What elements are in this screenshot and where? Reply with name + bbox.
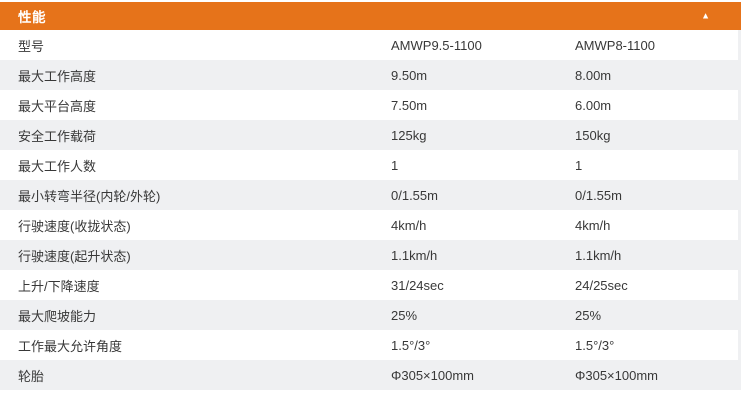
spec-label: 最大工作高度	[18, 68, 97, 84]
table-row: 上升/下降速度 31/24sec 24/25sec	[0, 270, 738, 300]
spec-value-model1: 125kg	[391, 127, 427, 143]
spec-value-model1: 4km/h	[391, 217, 427, 233]
table-row: 行驶速度(收拢状态) 4km/h 4km/h	[0, 210, 738, 240]
spec-value-model1: 31/24sec	[391, 277, 444, 293]
spec-value-model2: 24/25sec	[575, 277, 628, 293]
spec-value-model1: 7.50m	[391, 97, 428, 113]
spec-value-model1: 0/1.55m	[391, 187, 438, 203]
table-row: 最小转弯半径(内轮/外轮) 0/1.55m 0/1.55m	[0, 180, 738, 210]
section-title: 性能	[18, 10, 46, 25]
table-row: 最大工作人数 1 1	[0, 150, 738, 180]
spec-value-model1: AMWP9.5-1100	[391, 37, 482, 53]
spec-label: 工作最大允许角度	[18, 338, 123, 354]
spec-value-model2: 6.00m	[575, 97, 612, 113]
spec-label: 最大工作人数	[18, 158, 97, 174]
table-row: 最大爬坡能力 25% 25%	[0, 300, 738, 330]
spec-value-model2: 25%	[575, 307, 602, 323]
spec-label: 安全工作载荷	[18, 128, 97, 144]
spec-value-model1: 1.5°/3°	[391, 337, 431, 353]
spec-label: 行驶速度(起升状态)	[18, 248, 131, 264]
performance-spec-panel: 性能 ▲ 型号 AMWP9.5-1100 AMWP8-1100 最大工作高度 9…	[0, 2, 741, 390]
spec-label: 型号	[18, 38, 45, 54]
spec-value-model2: 1	[575, 157, 583, 173]
table-row: 工作最大允许角度 1.5°/3° 1.5°/3°	[0, 330, 738, 360]
collapse-arrow-icon[interactable]: ▲	[701, 10, 710, 21]
spec-value-model2: 150kg	[575, 127, 611, 143]
table-row: 轮胎 Φ305×100mm Φ305×100mm	[0, 360, 738, 390]
table-row: 行驶速度(起升状态) 1.1km/h 1.1km/h	[0, 240, 738, 270]
spec-table: 型号 AMWP9.5-1100 AMWP8-1100 最大工作高度 9.50m …	[0, 30, 741, 390]
spec-value-model1: 1.1km/h	[391, 247, 438, 263]
spec-label: 最大爬坡能力	[18, 308, 97, 324]
performance-section-header[interactable]: 性能 ▲	[0, 2, 741, 30]
spec-label: 最大平台高度	[18, 98, 97, 114]
table-row: 最大工作高度 9.50m 8.00m	[0, 60, 738, 90]
spec-value-model2: 4km/h	[575, 217, 611, 233]
spec-value-model1: 9.50m	[391, 67, 428, 83]
spec-value-model1: Φ305×100mm	[391, 367, 475, 383]
table-row: 最大平台高度 7.50m 6.00m	[0, 90, 738, 120]
spec-label: 最小转弯半径(内轮/外轮)	[18, 188, 161, 204]
spec-value-model2: Φ305×100mm	[575, 367, 659, 383]
spec-value-model2: 1.5°/3°	[575, 337, 615, 353]
spec-value-model2: 1.1km/h	[575, 247, 622, 263]
spec-value-model2: 8.00m	[575, 67, 612, 83]
table-row: 型号 AMWP9.5-1100 AMWP8-1100	[0, 30, 738, 60]
table-row: 安全工作载荷 125kg 150kg	[0, 120, 738, 150]
spec-label: 上升/下降速度	[18, 278, 100, 294]
spec-value-model1: 1	[391, 157, 399, 173]
spec-label: 行驶速度(收拢状态)	[18, 218, 131, 234]
spec-value-model2: AMWP8-1100	[575, 37, 655, 53]
spec-value-model2: 0/1.55m	[575, 187, 622, 203]
spec-label: 轮胎	[18, 368, 45, 384]
spec-value-model1: 25%	[391, 307, 418, 323]
